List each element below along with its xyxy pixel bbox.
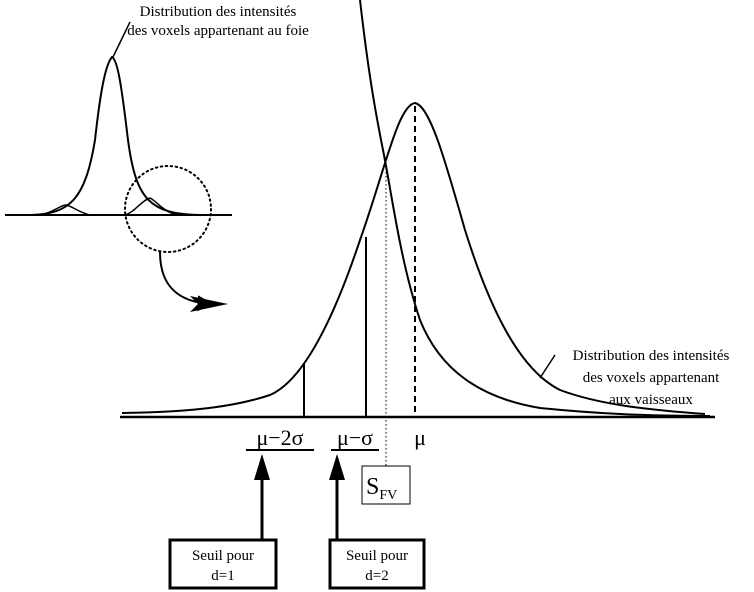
d1-label-line1: Seuil pour	[192, 548, 254, 564]
liver-label-line2: des voxels appartenant au foie	[127, 23, 309, 39]
sfv-symbol: S	[366, 474, 379, 500]
zoom-arrow-head	[190, 296, 228, 312]
mu-label: μ	[414, 425, 426, 450]
d1-label-line2: d=1	[211, 568, 234, 584]
mu-minus-2sigma-label: μ−2σ	[256, 425, 303, 450]
main-plot: μ−2σ μ−σ μ SFV Distribution des intensit…	[120, 0, 730, 505]
overview-small-bump-right	[124, 197, 179, 216]
liver-label-line1: Distribution des intensités	[140, 4, 297, 20]
d1-box	[168, 538, 278, 590]
vessel-distribution-curve	[121, 101, 706, 415]
vessel-label-pointer	[539, 354, 556, 379]
sfv-box	[361, 465, 411, 505]
overview-label-pointer	[112, 21, 131, 58]
vessel-label-line2: des voxels appartenant	[583, 370, 720, 386]
vessel-label-line1: Distribution des intensités	[573, 348, 730, 364]
d2-box	[328, 538, 426, 590]
zoom-arrow	[159, 251, 214, 312]
d2-label-line1: Seuil pour	[346, 548, 408, 564]
threshold-d1: Seuil pour d=1	[168, 454, 278, 590]
sfv-label: SFV	[366, 474, 397, 503]
sfv-subscript: FV	[379, 488, 397, 503]
d1-arrow-head	[254, 454, 270, 480]
zoom-circle	[124, 165, 212, 253]
d2-arrow-head	[329, 454, 345, 480]
overview-small-bump-left	[39, 204, 91, 216]
overview-histogram	[5, 21, 232, 253]
d2-label-line2: d=2	[365, 568, 388, 584]
overview-liver-peak	[29, 55, 201, 216]
vessel-label-line3: aux vaisseaux	[609, 392, 693, 408]
threshold-d2: Seuil pour d=2	[328, 454, 426, 590]
mu-minus-sigma-label: μ−σ	[337, 425, 373, 450]
liver-distribution-curve	[359, 0, 711, 417]
